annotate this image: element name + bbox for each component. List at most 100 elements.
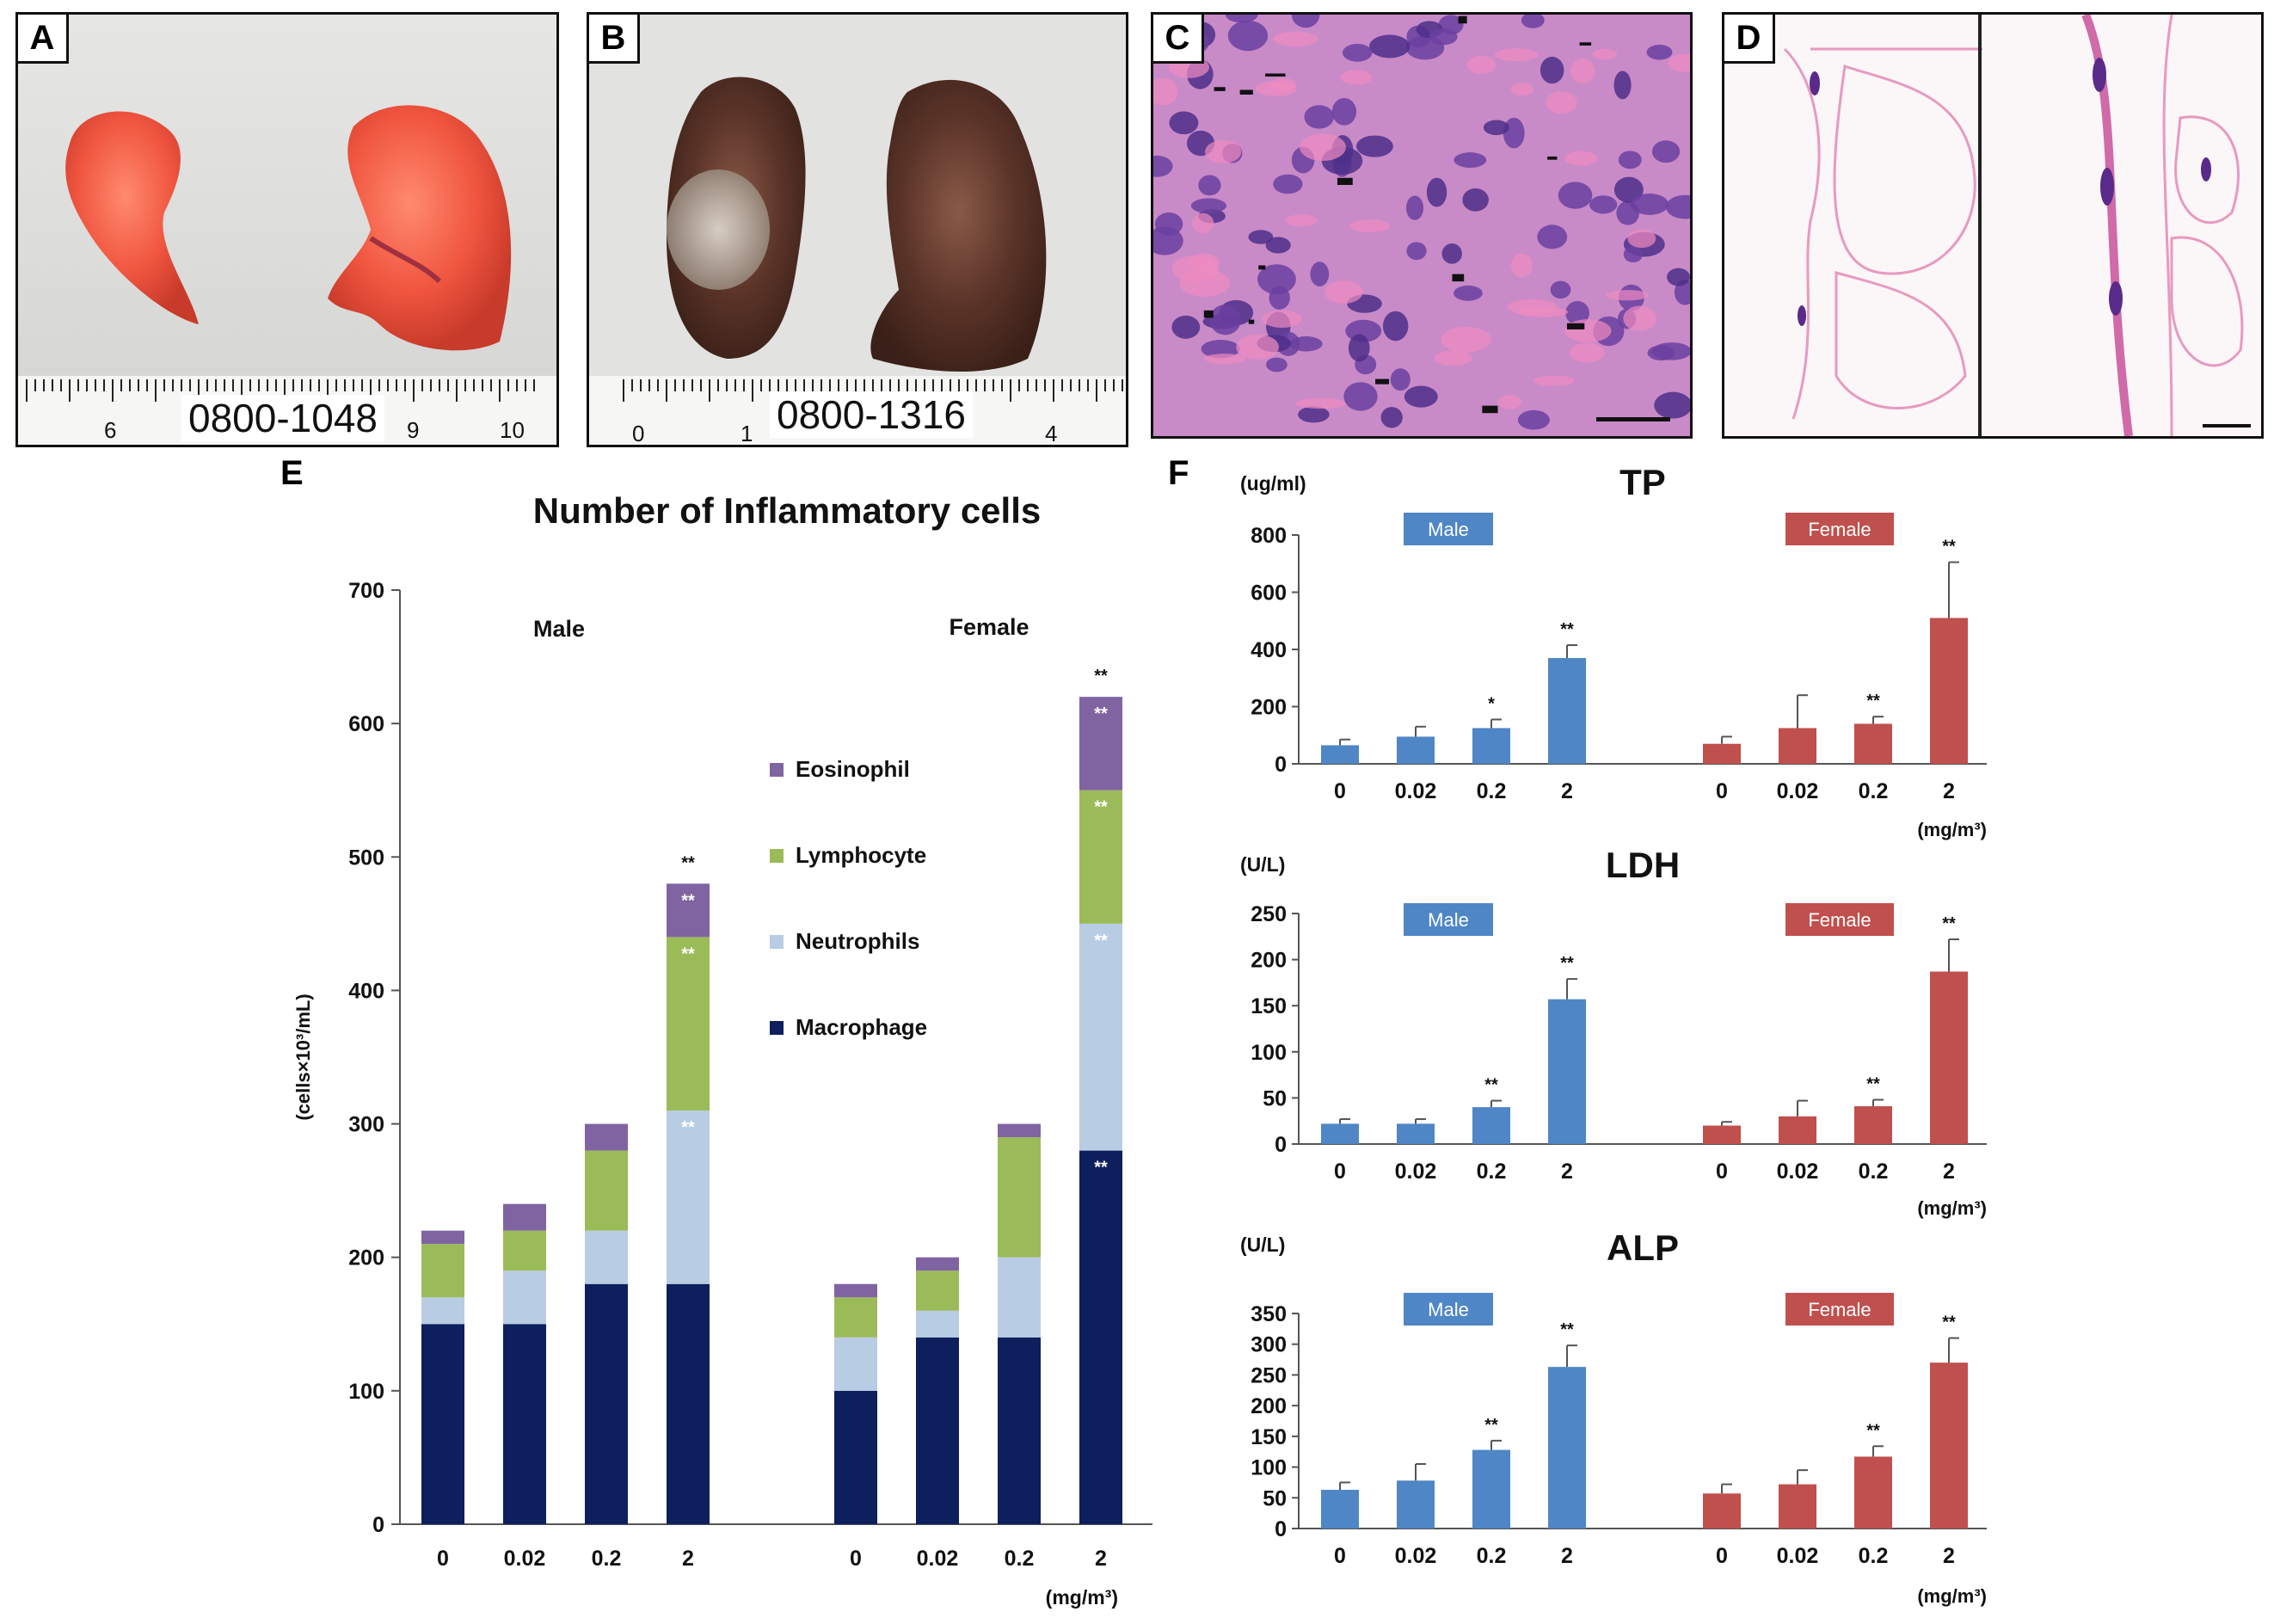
y-tick-label: 250 <box>1251 902 1287 926</box>
bar-female-2 <box>1930 1363 1968 1529</box>
significance: ** <box>1942 914 1956 933</box>
bar-segment-lymphocyte-male-0 <box>421 1244 464 1298</box>
y-tick-label: 400 <box>348 979 384 1003</box>
bar-male-0 <box>1321 1123 1359 1144</box>
x-tick-label: 2 <box>1943 1160 1955 1184</box>
tissue-pink <box>1205 139 1242 164</box>
inflammatory-cells-chart: Number of Inflammatory cells010020030040… <box>292 490 1152 1609</box>
cell-nucleus <box>1503 117 1525 149</box>
x-tick-label: 0.02 <box>917 1547 959 1571</box>
histology-panel-d: D <box>1722 12 2264 439</box>
x-tick-label: 2 <box>1095 1547 1107 1571</box>
tissue-pink <box>1324 280 1363 304</box>
cell-nucleus <box>1521 15 1545 28</box>
x-tick-label: 2 <box>1943 779 1955 803</box>
bar-female-0 <box>1703 1125 1741 1144</box>
particle-deposit <box>1203 310 1214 318</box>
tissue-pink <box>1236 334 1279 360</box>
particle-deposit <box>1375 378 1390 384</box>
male-badge <box>1404 903 1493 936</box>
y-tick-label: 100 <box>348 1380 384 1404</box>
panel-label-b: B <box>589 15 640 64</box>
bar-female-0.2 <box>1854 723 1892 764</box>
ldh-chart: LDH (U/L) 0 50 100 150 200 250 0 0.02 ** 0.2 ** 2 0 0.0… <box>1240 847 1987 1219</box>
x-tick-label: 2 <box>1561 779 1573 803</box>
tissue-pink <box>1570 58 1595 84</box>
particle-deposit <box>1566 323 1585 329</box>
y-tick-label: 100 <box>1251 1456 1287 1480</box>
cell-nucleus <box>1646 44 1673 60</box>
male-badge-label: Male <box>1428 1299 1469 1320</box>
x-unit-label: (mg/m³) <box>1917 819 1987 840</box>
cell-nucleus <box>1380 407 1403 428</box>
particle-deposit <box>1482 405 1498 414</box>
tissue-pink <box>1510 253 1533 278</box>
bar-female-2 <box>1930 618 1968 764</box>
cell-nucleus <box>1227 20 1269 52</box>
particle-deposit <box>1248 319 1255 324</box>
panel-label-a: A <box>18 15 69 64</box>
particle-deposit <box>1258 265 1266 270</box>
y-tick-label: 0 <box>372 1513 384 1537</box>
segment-significance: ** <box>1094 1159 1108 1178</box>
x-tick-label: 0.2 <box>1859 1160 1889 1184</box>
tissue-pink <box>1192 212 1214 234</box>
bar-segment-neutrophils-female-0.02 <box>916 1310 959 1338</box>
segment-significance: ** <box>681 1118 695 1137</box>
y-tick-label: 150 <box>1251 994 1287 1018</box>
cell-nucleus <box>1454 285 1483 301</box>
y-tick-label: 250 <box>1251 1363 1287 1387</box>
cell-nucleus <box>1153 155 1173 177</box>
bar-segment-lymphocyte-male-0.2 <box>585 1150 628 1231</box>
bar-male-0.2 <box>1472 728 1510 764</box>
bar-segment-neutrophils-female-2 <box>1079 923 1122 1151</box>
significance: ** <box>1866 1421 1880 1440</box>
tissue-pink <box>1495 48 1539 62</box>
particle-deposit <box>1452 274 1465 282</box>
histology-image-d <box>1724 15 2261 436</box>
y-tick-label: 0 <box>1275 753 1287 777</box>
bar-female-0.02 <box>1779 1484 1816 1529</box>
segment-significance: ** <box>1094 704 1108 723</box>
tissue-pink <box>1564 319 1612 343</box>
significance: ** <box>1560 1320 1574 1339</box>
particle-deposit <box>1214 87 1226 91</box>
cell-nucleus <box>1342 43 1373 62</box>
bar-male-0 <box>1321 1490 1359 1529</box>
significance: ** <box>1484 1076 1498 1095</box>
x-tick-label: 0.02 <box>1395 1544 1437 1568</box>
male-badge-label: Male <box>1428 519 1469 540</box>
tissue-pink <box>1564 151 1598 166</box>
tissue-pink <box>1434 350 1472 366</box>
y-tick-label: 500 <box>348 846 384 870</box>
particle-deposit <box>1547 156 1558 160</box>
tissue-pink <box>1569 342 1605 363</box>
legend-label: Neutrophils <box>796 928 919 954</box>
scale-bar-c <box>1596 417 1670 421</box>
bar-segment-macrophage-male-2 <box>667 1283 710 1524</box>
cell-nucleus <box>1266 357 1288 372</box>
ruler-num-a-1: 6 <box>104 417 117 443</box>
cell-nucleus <box>1613 176 1644 203</box>
cell-nucleus <box>1390 368 1410 391</box>
male-badge <box>1404 513 1493 545</box>
bar-segment-eosinophil-male-2 <box>667 883 710 938</box>
cell-nucleus <box>1623 245 1644 263</box>
tissue-pink <box>1300 133 1346 162</box>
bar-segment-lymphocyte-female-0 <box>834 1297 877 1338</box>
ruler-id-a: 0800-1048 <box>181 395 384 441</box>
ruler-num-a-2: 9 <box>407 417 420 443</box>
unit-label: (U/L) <box>1240 853 1285 876</box>
cell-nucleus <box>1405 195 1424 220</box>
cell-nucleus <box>1651 342 1690 360</box>
y-tick-label: 50 <box>1263 1086 1287 1110</box>
cell-nucleus <box>1589 195 1618 214</box>
segment-significance: ** <box>1094 932 1108 950</box>
cell-nucleus <box>1265 237 1291 254</box>
legend-swatch <box>770 1021 784 1035</box>
cell-nucleus <box>1665 194 1690 219</box>
x-tick-label: 0.2 <box>1005 1547 1035 1571</box>
tissue-pink <box>1441 326 1492 353</box>
legend-label: Lymphocyte <box>796 842 926 868</box>
bar-segment-macrophage-male-0.2 <box>585 1283 628 1524</box>
